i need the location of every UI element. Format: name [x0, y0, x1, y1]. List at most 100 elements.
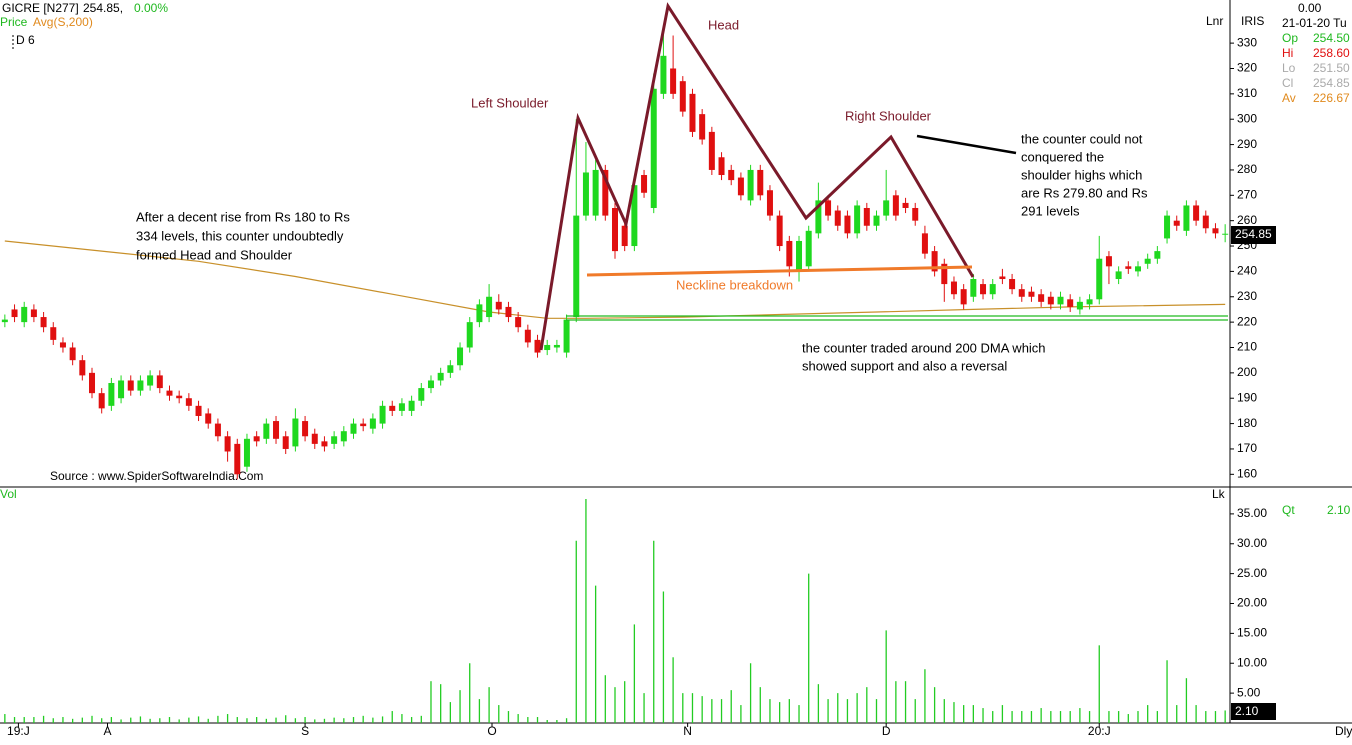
qt-label: Qt	[1282, 503, 1295, 517]
candle-body	[302, 421, 309, 437]
y-tick-label: 25.00	[1237, 566, 1267, 580]
candle-body	[689, 93, 696, 132]
candle-body	[921, 233, 928, 254]
candle-body	[534, 339, 541, 353]
candle-body	[1076, 301, 1083, 310]
candle-body	[1038, 294, 1045, 302]
y-tick-label: 210	[1237, 340, 1257, 354]
source: Source : www.SpiderSoftwareIndia.Com	[50, 469, 263, 483]
candle-body	[185, 398, 192, 406]
candle-body	[1009, 279, 1016, 290]
candle-body	[641, 175, 648, 193]
candle-body	[331, 436, 338, 444]
info-label: Lo	[1282, 61, 1296, 75]
candle-body	[79, 360, 86, 376]
annotation: are Rs 279.80 and Rs	[1021, 185, 1148, 200]
candle-body	[650, 88, 657, 208]
candle-body	[292, 418, 299, 447]
candle-body	[1067, 299, 1074, 307]
candle-body	[825, 200, 832, 216]
y-tick-label: 250	[1237, 238, 1257, 252]
candle-body	[544, 344, 551, 351]
candle-body	[11, 309, 18, 318]
candle-body	[1164, 215, 1171, 239]
annotation: Left Shoulder	[471, 95, 549, 110]
annotation: conquered the	[1021, 149, 1104, 164]
candle-body	[631, 185, 638, 247]
candle-body	[1096, 258, 1103, 300]
y-tick-label: 190	[1237, 390, 1257, 404]
annotation: Right Shoulder	[845, 108, 932, 123]
candle-body	[602, 169, 609, 216]
annotation: showed support and also a reversal	[802, 358, 1007, 373]
annotation: formed Head and Shoulder	[136, 247, 293, 262]
last-vol-tag	[1231, 703, 1276, 720]
candle-body	[1193, 205, 1200, 221]
candle-body	[360, 423, 367, 427]
info-date: 21-01-20 Tu	[1282, 16, 1347, 30]
candle-body	[1173, 220, 1180, 226]
candle-body	[980, 284, 987, 295]
candle-body	[495, 301, 502, 310]
candle-body	[398, 403, 405, 411]
scale: Lnr	[1206, 14, 1223, 28]
candle-body	[931, 251, 938, 272]
candle-body	[137, 380, 144, 391]
candle-body	[50, 327, 57, 340]
info-value: 254.85	[1313, 76, 1350, 90]
candle-body	[766, 190, 773, 216]
candle-body	[195, 405, 202, 416]
info-label: Cl	[1282, 76, 1293, 90]
candle-body	[505, 306, 512, 318]
info-value: 254.50	[1313, 31, 1350, 45]
interval: Dly	[1335, 724, 1352, 738]
candle-body	[457, 347, 464, 366]
qt-value: 2.10	[1327, 503, 1351, 517]
last-vol: 2.10	[1235, 704, 1259, 718]
candle-body	[1183, 205, 1190, 231]
y-tick-label: 10.00	[1237, 655, 1267, 669]
candle-body	[582, 172, 589, 216]
x-tick-label: O	[487, 724, 496, 738]
candle-body	[127, 380, 134, 391]
candle-body	[573, 215, 580, 318]
change: 0.00%	[134, 1, 168, 15]
candle-body	[950, 281, 957, 295]
info-value: 258.60	[1313, 46, 1350, 60]
candle-body	[263, 423, 270, 439]
annotation: 291 levels	[1021, 203, 1080, 218]
candle-body	[118, 380, 125, 399]
info-value: 251.50	[1313, 61, 1350, 75]
y-tick-label: 20.00	[1237, 596, 1267, 610]
candle-body	[1202, 215, 1209, 229]
x-tick-label: D	[882, 724, 891, 738]
candle-body	[1134, 266, 1141, 272]
annotation: 334 levels, this counter undoubtedly	[136, 228, 344, 243]
vol-label: Vol	[0, 487, 17, 501]
candle-body	[427, 380, 434, 389]
candle-body	[437, 372, 444, 381]
x-tick-label: S	[301, 724, 309, 738]
y-tick-label: 320	[1237, 61, 1257, 75]
candle-body	[1028, 291, 1035, 297]
candle-body	[1057, 296, 1064, 305]
candle-body	[321, 441, 328, 447]
y-tick-label: 30.00	[1237, 536, 1267, 550]
y-tick-label: 5.00	[1237, 685, 1261, 699]
candle-body	[156, 375, 163, 389]
candle-body	[621, 225, 628, 247]
candle-body	[660, 55, 667, 94]
candle-body	[108, 383, 115, 406]
last-price-tag	[1231, 226, 1276, 244]
candle-body	[369, 418, 376, 429]
candle-body	[147, 375, 154, 386]
annotation: Neckline breakdown	[676, 277, 793, 292]
y-tick-label: 280	[1237, 162, 1257, 176]
candle-body	[747, 169, 754, 201]
marks	[1, 32, 1229, 723]
x-tick-label: 20:J	[1088, 724, 1111, 738]
head-shoulder-outline	[539, 2, 975, 351]
candle-body	[466, 322, 473, 348]
candle-body	[553, 344, 560, 348]
